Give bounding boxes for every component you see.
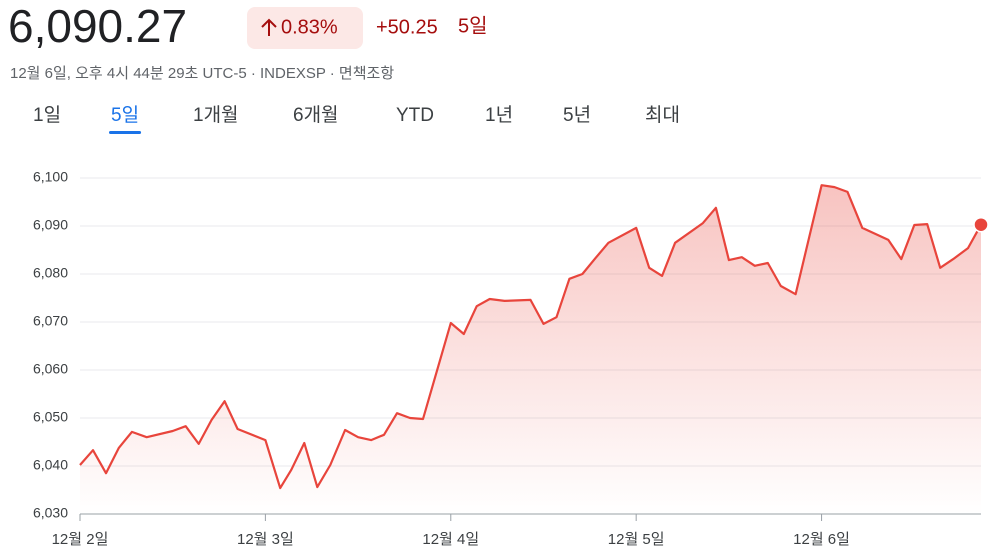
up-arrow-icon bbox=[261, 18, 277, 36]
y-tick-label: 6,080 bbox=[33, 265, 68, 281]
change-period: 5일 bbox=[458, 14, 488, 37]
tab[interactable]: 1개월 bbox=[193, 104, 239, 126]
x-tick-label: 12월 3일 bbox=[237, 531, 294, 548]
tab[interactable]: YTD bbox=[396, 105, 434, 126]
y-tick-label: 6,090 bbox=[33, 217, 68, 233]
plot: 6,030 6,040 6,050 6,060 6,070 6,080 6,090 6,100… bbox=[33, 169, 989, 548]
x-tick-label: 12월 6일 bbox=[793, 531, 850, 548]
change-value: +50.25 bbox=[376, 16, 438, 38]
end-marker bbox=[973, 216, 989, 233]
price-line bbox=[79, 184, 982, 490]
tab-underline bbox=[109, 131, 142, 134]
y-tick-label: 6,070 bbox=[33, 313, 68, 329]
y-tick-label: 6,060 bbox=[33, 361, 68, 377]
change-percent: 0.83% bbox=[281, 16, 338, 38]
subtitle: 12월 6일, 오후 4시 44분 29초 UTC-5 · INDEXSP · … bbox=[10, 65, 394, 82]
tab[interactable]: 최대 bbox=[645, 104, 680, 126]
price: 6,090.27 bbox=[8, 0, 187, 52]
x-tick-label: 12월 5일 bbox=[608, 531, 665, 548]
area bbox=[80, 185, 981, 514]
tab-bar: 1일 5일 1개월 6개월 YTD 1년 5년 최대 bbox=[33, 104, 680, 134]
y-tick-label: 6,100 bbox=[33, 169, 68, 185]
x-tick-label: 12월 4일 bbox=[422, 531, 479, 548]
tab[interactable]: 1일 bbox=[33, 104, 61, 126]
y-tick-label: 6,030 bbox=[33, 505, 68, 521]
tab[interactable]: 5일 bbox=[111, 104, 139, 126]
y-tick-label: 6,040 bbox=[33, 457, 68, 473]
tab[interactable]: 5년 bbox=[563, 104, 591, 126]
x-tick-label: 12월 2일 bbox=[52, 531, 109, 548]
change-badge bbox=[247, 7, 363, 49]
y-tick-label: 6,050 bbox=[33, 409, 68, 425]
tab[interactable]: 1년 bbox=[485, 104, 513, 126]
tab[interactable]: 6개월 bbox=[293, 104, 339, 126]
